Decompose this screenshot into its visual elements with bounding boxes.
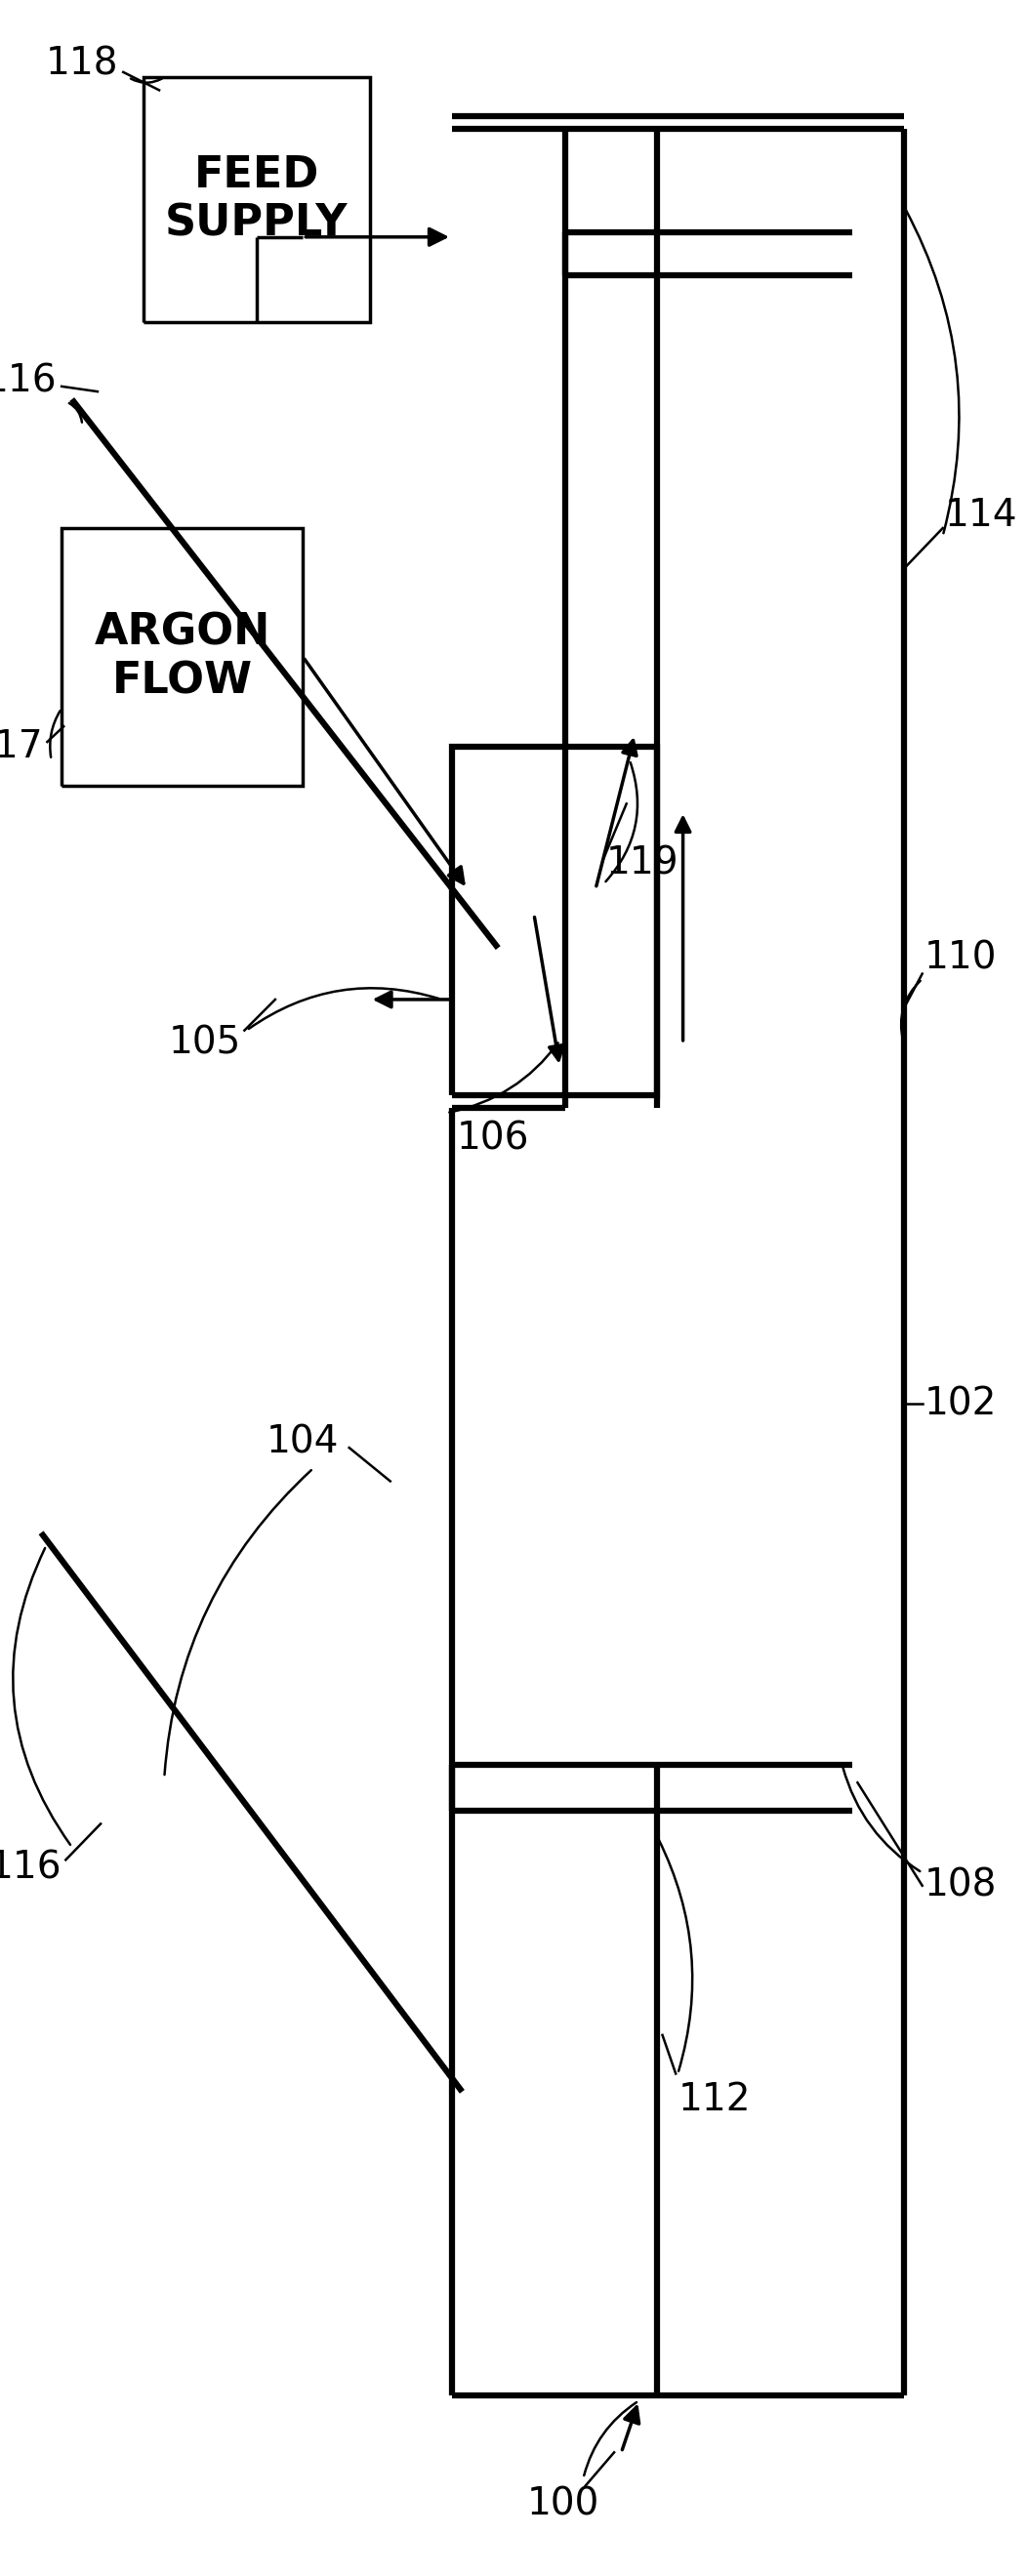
Text: 105: 105: [168, 1025, 241, 1061]
Text: 104: 104: [267, 1425, 339, 1461]
Text: 106: 106: [457, 1121, 530, 1157]
Text: 110: 110: [924, 940, 997, 976]
Text: 108: 108: [924, 1868, 997, 1904]
Text: 118: 118: [45, 46, 118, 82]
Text: 116: 116: [0, 1850, 62, 1886]
Text: 117: 117: [0, 729, 43, 765]
Text: 102: 102: [924, 1386, 997, 1422]
Text: 114: 114: [945, 497, 1018, 533]
Text: FEED
SUPPLY: FEED SUPPLY: [165, 155, 348, 245]
Text: 112: 112: [678, 2081, 751, 2117]
Text: 119: 119: [606, 845, 679, 881]
Text: ARGON
FLOW: ARGON FLOW: [94, 611, 270, 703]
Text: 116: 116: [0, 363, 56, 399]
Text: 100: 100: [527, 2486, 599, 2522]
